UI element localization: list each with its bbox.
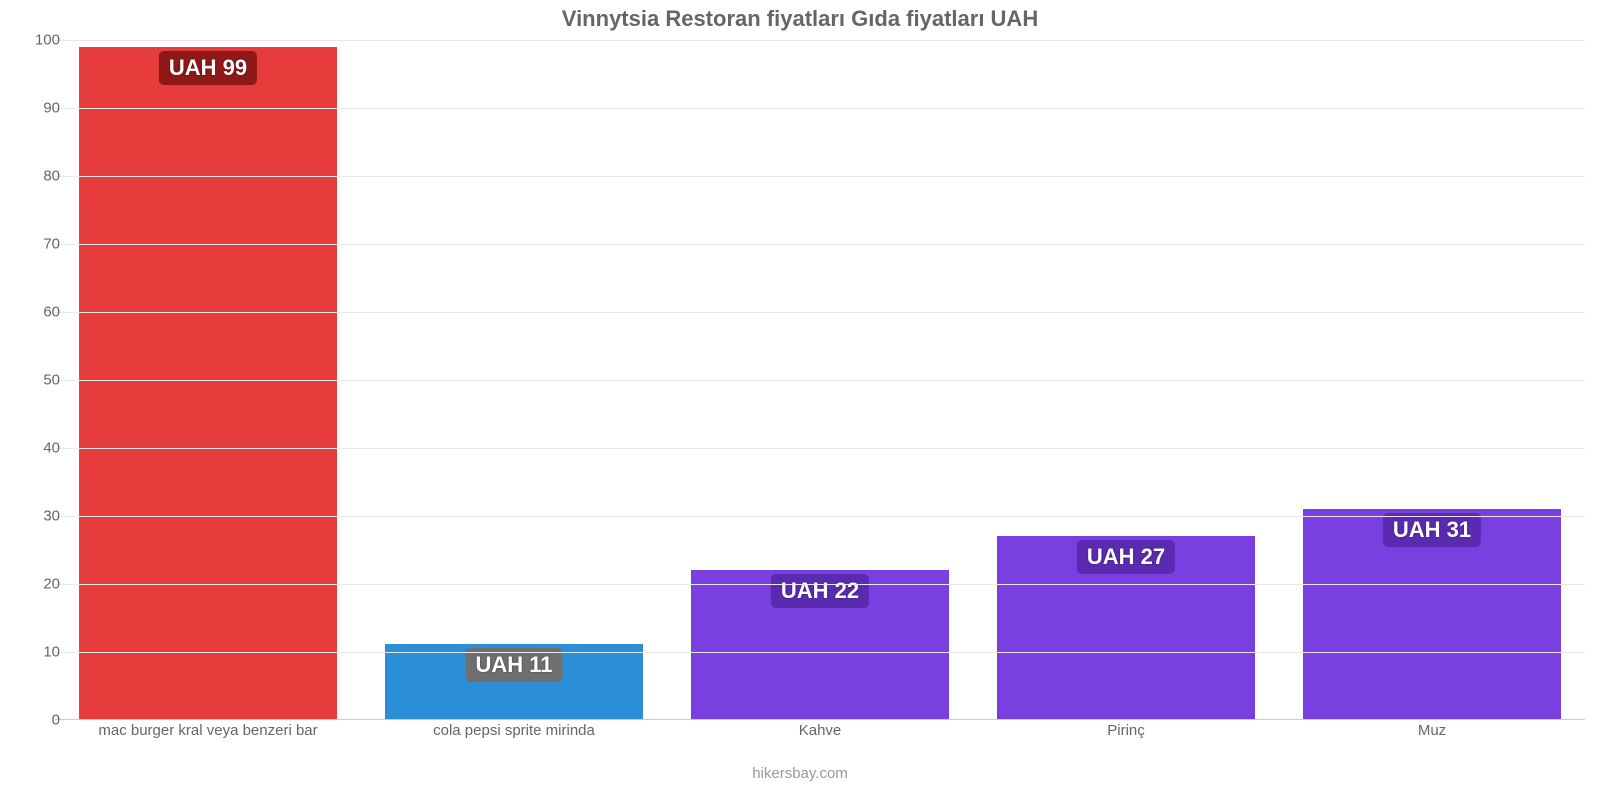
bar: UAH 27 [997, 536, 1254, 719]
x-tick-label: mac burger kral veya benzeri bar [55, 722, 361, 739]
x-tick-label: cola pepsi sprite mirinda [361, 722, 667, 739]
bar: UAH 11 [385, 644, 642, 719]
y-tick-label: 0 [15, 712, 60, 729]
grid-line [55, 516, 1585, 517]
y-tick-label: 70 [15, 236, 60, 253]
value-badge: UAH 27 [1077, 540, 1175, 574]
grid-line [55, 244, 1585, 245]
grid-line [55, 584, 1585, 585]
plot-area: UAH 99 UAH 11 UAH 22 UAH 27 UAH 31 [55, 40, 1585, 720]
grid-line [55, 380, 1585, 381]
y-tick-label: 30 [15, 508, 60, 525]
price-bar-chart: Vinnytsia Restoran fiyatları Gıda fiyatl… [0, 0, 1600, 800]
bar: UAH 22 [691, 570, 948, 719]
y-tick-label: 20 [15, 576, 60, 593]
bar: UAH 31 [1303, 509, 1560, 719]
x-axis-labels: mac burger kral veya benzeri barcola pep… [55, 722, 1585, 739]
grid-line [55, 312, 1585, 313]
grid-line [55, 448, 1585, 449]
grid-line [55, 652, 1585, 653]
value-badge: UAH 11 [465, 648, 562, 682]
x-tick-label: Pirinç [973, 722, 1279, 739]
credit-text: hikersbay.com [0, 765, 1600, 782]
y-tick-label: 90 [15, 100, 60, 117]
chart-title: Vinnytsia Restoran fiyatları Gıda fiyatl… [0, 6, 1600, 32]
value-badge: UAH 22 [771, 574, 869, 608]
y-tick-label: 40 [15, 440, 60, 457]
y-tick-label: 10 [15, 644, 60, 661]
y-tick-label: 80 [15, 168, 60, 185]
y-tick-label: 50 [15, 372, 60, 389]
y-tick-label: 60 [15, 304, 60, 321]
bar: UAH 99 [79, 47, 336, 719]
x-tick-label: Muz [1279, 722, 1585, 739]
grid-line [55, 108, 1585, 109]
x-tick-label: Kahve [667, 722, 973, 739]
value-badge: UAH 31 [1383, 513, 1481, 547]
grid-line [55, 40, 1585, 41]
y-tick-label: 100 [15, 32, 60, 49]
grid-line [55, 176, 1585, 177]
value-badge: UAH 99 [159, 51, 257, 85]
